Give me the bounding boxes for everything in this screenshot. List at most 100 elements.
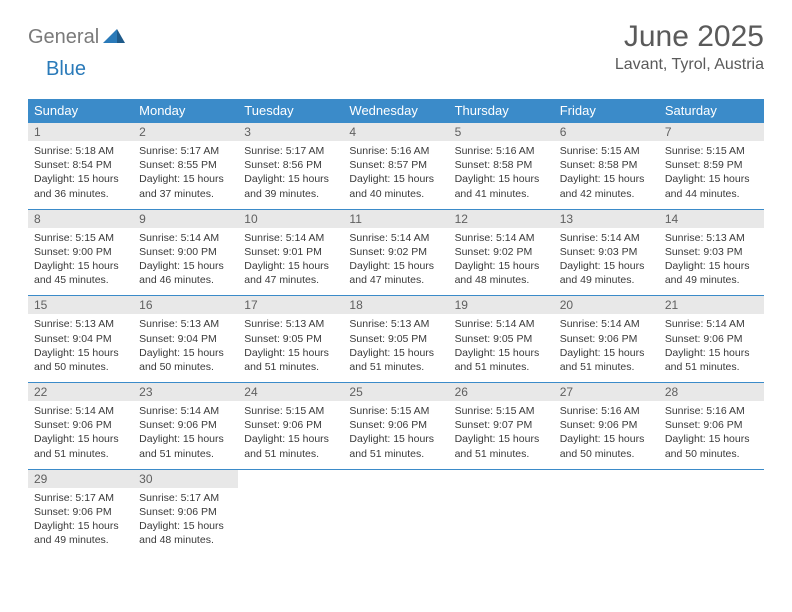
empty-cell	[343, 469, 448, 556]
day-cell: 4Sunrise: 5:16 AMSunset: 8:57 PMDaylight…	[343, 122, 448, 209]
weekday-header: Sunday	[28, 99, 133, 122]
day-cell: 20Sunrise: 5:14 AMSunset: 9:06 PMDayligh…	[554, 295, 659, 382]
day-content: Sunrise: 5:14 AMSunset: 9:05 PMDaylight:…	[449, 314, 554, 382]
day-cell: 21Sunrise: 5:14 AMSunset: 9:06 PMDayligh…	[659, 295, 764, 382]
day-number: 11	[343, 210, 448, 228]
day-content: Sunrise: 5:14 AMSunset: 9:01 PMDaylight:…	[238, 228, 343, 296]
day-content: Sunrise: 5:15 AMSunset: 9:07 PMDaylight:…	[449, 401, 554, 469]
day-content: Sunrise: 5:16 AMSunset: 8:57 PMDaylight:…	[343, 141, 448, 209]
day-cell: 11Sunrise: 5:14 AMSunset: 9:02 PMDayligh…	[343, 209, 448, 296]
day-number: 29	[28, 470, 133, 488]
day-number: 21	[659, 296, 764, 314]
day-content: Sunrise: 5:13 AMSunset: 9:03 PMDaylight:…	[659, 228, 764, 296]
day-content: Sunrise: 5:15 AMSunset: 9:00 PMDaylight:…	[28, 228, 133, 296]
day-cell: 25Sunrise: 5:15 AMSunset: 9:06 PMDayligh…	[343, 382, 448, 469]
day-number: 18	[343, 296, 448, 314]
day-content: Sunrise: 5:16 AMSunset: 9:06 PMDaylight:…	[659, 401, 764, 469]
day-content: Sunrise: 5:15 AMSunset: 9:06 PMDaylight:…	[343, 401, 448, 469]
empty-cell	[238, 469, 343, 556]
day-content: Sunrise: 5:13 AMSunset: 9:05 PMDaylight:…	[238, 314, 343, 382]
day-number: 30	[133, 470, 238, 488]
day-number: 15	[28, 296, 133, 314]
day-content: Sunrise: 5:16 AMSunset: 9:06 PMDaylight:…	[554, 401, 659, 469]
day-cell: 2Sunrise: 5:17 AMSunset: 8:55 PMDaylight…	[133, 122, 238, 209]
day-cell: 14Sunrise: 5:13 AMSunset: 9:03 PMDayligh…	[659, 209, 764, 296]
empty-cell	[449, 469, 554, 556]
day-content: Sunrise: 5:14 AMSunset: 9:00 PMDaylight:…	[133, 228, 238, 296]
day-content: Sunrise: 5:14 AMSunset: 9:02 PMDaylight:…	[343, 228, 448, 296]
day-number: 24	[238, 383, 343, 401]
calendar-grid: SundayMondayTuesdayWednesdayThursdayFrid…	[28, 99, 764, 555]
calendar-page: General June 2025 Lavant, Tyrol, Austria…	[0, 0, 792, 575]
day-cell: 19Sunrise: 5:14 AMSunset: 9:05 PMDayligh…	[449, 295, 554, 382]
day-content: Sunrise: 5:17 AMSunset: 8:56 PMDaylight:…	[238, 141, 343, 209]
day-number: 1	[28, 123, 133, 141]
weekday-header: Monday	[133, 99, 238, 122]
day-cell: 18Sunrise: 5:13 AMSunset: 9:05 PMDayligh…	[343, 295, 448, 382]
day-cell: 24Sunrise: 5:15 AMSunset: 9:06 PMDayligh…	[238, 382, 343, 469]
day-number: 28	[659, 383, 764, 401]
day-content: Sunrise: 5:14 AMSunset: 9:06 PMDaylight:…	[133, 401, 238, 469]
day-content: Sunrise: 5:15 AMSunset: 8:59 PMDaylight:…	[659, 141, 764, 209]
day-cell: 30Sunrise: 5:17 AMSunset: 9:06 PMDayligh…	[133, 469, 238, 556]
day-content: Sunrise: 5:15 AMSunset: 9:06 PMDaylight:…	[238, 401, 343, 469]
day-cell: 15Sunrise: 5:13 AMSunset: 9:04 PMDayligh…	[28, 295, 133, 382]
empty-cell	[659, 469, 764, 556]
location-label: Lavant, Tyrol, Austria	[615, 56, 764, 74]
day-cell: 22Sunrise: 5:14 AMSunset: 9:06 PMDayligh…	[28, 382, 133, 469]
week-row: 1Sunrise: 5:18 AMSunset: 8:54 PMDaylight…	[28, 122, 764, 209]
day-content: Sunrise: 5:17 AMSunset: 9:06 PMDaylight:…	[28, 488, 133, 556]
day-cell: 7Sunrise: 5:15 AMSunset: 8:59 PMDaylight…	[659, 122, 764, 209]
day-cell: 10Sunrise: 5:14 AMSunset: 9:01 PMDayligh…	[238, 209, 343, 296]
day-content: Sunrise: 5:17 AMSunset: 8:55 PMDaylight:…	[133, 141, 238, 209]
day-number: 16	[133, 296, 238, 314]
day-cell: 27Sunrise: 5:16 AMSunset: 9:06 PMDayligh…	[554, 382, 659, 469]
day-number: 25	[343, 383, 448, 401]
day-cell: 1Sunrise: 5:18 AMSunset: 8:54 PMDaylight…	[28, 122, 133, 209]
day-cell: 9Sunrise: 5:14 AMSunset: 9:00 PMDaylight…	[133, 209, 238, 296]
weekday-header: Thursday	[449, 99, 554, 122]
day-content: Sunrise: 5:15 AMSunset: 8:58 PMDaylight:…	[554, 141, 659, 209]
day-number: 19	[449, 296, 554, 314]
logo-triangle-icon	[103, 27, 125, 48]
day-number: 10	[238, 210, 343, 228]
day-cell: 26Sunrise: 5:15 AMSunset: 9:07 PMDayligh…	[449, 382, 554, 469]
day-cell: 5Sunrise: 5:16 AMSunset: 8:58 PMDaylight…	[449, 122, 554, 209]
weekday-header: Saturday	[659, 99, 764, 122]
day-cell: 23Sunrise: 5:14 AMSunset: 9:06 PMDayligh…	[133, 382, 238, 469]
logo-text-blue: Blue	[46, 58, 86, 81]
day-number: 22	[28, 383, 133, 401]
day-content: Sunrise: 5:17 AMSunset: 9:06 PMDaylight:…	[133, 488, 238, 556]
weeks-container: 1Sunrise: 5:18 AMSunset: 8:54 PMDaylight…	[28, 122, 764, 555]
day-cell: 6Sunrise: 5:15 AMSunset: 8:58 PMDaylight…	[554, 122, 659, 209]
week-row: 8Sunrise: 5:15 AMSunset: 9:00 PMDaylight…	[28, 209, 764, 296]
day-number: 26	[449, 383, 554, 401]
weekday-header: Tuesday	[238, 99, 343, 122]
day-number: 4	[343, 123, 448, 141]
day-number: 8	[28, 210, 133, 228]
day-cell: 29Sunrise: 5:17 AMSunset: 9:06 PMDayligh…	[28, 469, 133, 556]
weekday-header-row: SundayMondayTuesdayWednesdayThursdayFrid…	[28, 99, 764, 122]
day-content: Sunrise: 5:13 AMSunset: 9:05 PMDaylight:…	[343, 314, 448, 382]
logo-text-gray: General	[28, 26, 99, 49]
day-number: 27	[554, 383, 659, 401]
month-title: June 2025	[615, 20, 764, 54]
empty-cell	[554, 469, 659, 556]
day-content: Sunrise: 5:13 AMSunset: 9:04 PMDaylight:…	[28, 314, 133, 382]
day-number: 14	[659, 210, 764, 228]
weekday-header: Wednesday	[343, 99, 448, 122]
day-cell: 17Sunrise: 5:13 AMSunset: 9:05 PMDayligh…	[238, 295, 343, 382]
day-content: Sunrise: 5:14 AMSunset: 9:06 PMDaylight:…	[659, 314, 764, 382]
day-cell: 13Sunrise: 5:14 AMSunset: 9:03 PMDayligh…	[554, 209, 659, 296]
day-number: 7	[659, 123, 764, 141]
day-cell: 8Sunrise: 5:15 AMSunset: 9:00 PMDaylight…	[28, 209, 133, 296]
day-number: 12	[449, 210, 554, 228]
day-number: 23	[133, 383, 238, 401]
day-number: 5	[449, 123, 554, 141]
title-block: June 2025 Lavant, Tyrol, Austria	[615, 20, 764, 74]
day-cell: 16Sunrise: 5:13 AMSunset: 9:04 PMDayligh…	[133, 295, 238, 382]
day-number: 2	[133, 123, 238, 141]
day-number: 17	[238, 296, 343, 314]
week-row: 15Sunrise: 5:13 AMSunset: 9:04 PMDayligh…	[28, 295, 764, 382]
day-number: 6	[554, 123, 659, 141]
